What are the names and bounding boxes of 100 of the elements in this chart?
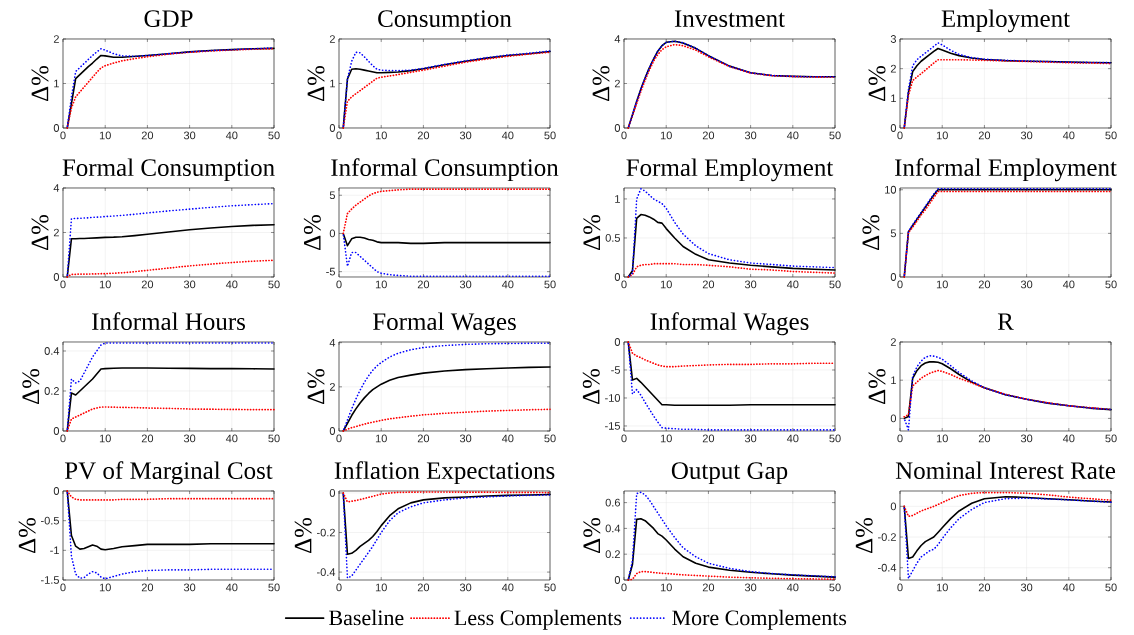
x-tick-label: 30 [183, 434, 196, 443]
y-tick-label: -1.5 [41, 576, 59, 584]
x-tick-label: 10 [375, 434, 387, 443]
x-tick-label: 30 [459, 583, 472, 592]
chart-title: Informal Consumption [331, 158, 559, 182]
y-tick-label: 0 [329, 124, 336, 132]
y-tick-label: 0 [53, 427, 60, 435]
x-tick-label: 40 [501, 434, 514, 443]
y-tick-label: 0.4 [44, 347, 60, 355]
x-tick-label: 30 [1020, 583, 1033, 592]
y-tick-label: 5 [890, 229, 897, 238]
line-series [903, 354, 1112, 431]
line-series [342, 492, 551, 579]
x-tick-label: 10 [99, 280, 111, 289]
x-tick-label: 10 [99, 131, 111, 140]
line-series [627, 213, 836, 278]
x-tick-label: 0 [621, 131, 627, 140]
y-tick-label: 0.6 [605, 498, 620, 507]
y-tick-label: 0 [890, 124, 897, 132]
x-tick-label: 10 [660, 280, 672, 289]
y-tick-label: 0 [53, 487, 60, 495]
x-tick-label: 20 [978, 280, 991, 289]
x-tick-label: 50 [829, 434, 841, 443]
x-tick-label: 0 [336, 583, 342, 592]
x-tick-label: 50 [1105, 280, 1117, 289]
x-tick-label: 10 [660, 583, 672, 592]
y-tick-label: 0 [614, 273, 621, 281]
y-tick-label: -5 [611, 366, 620, 374]
x-tick-label: 10 [375, 583, 387, 592]
chart-title: Consumption [378, 10, 512, 33]
x-tick-label: 0 [60, 131, 66, 140]
x-tick-label: 10 [936, 434, 948, 443]
y-tick-label: -0.4 [317, 568, 336, 576]
y-axis-title: Δ% [583, 214, 601, 250]
chart-title: Inflation Expectations [334, 461, 555, 485]
x-tick-label: 20 [417, 434, 430, 443]
y-tick-label: 1 [891, 94, 896, 103]
y-tick-label: 0 [329, 427, 336, 435]
x-tick-label: 10 [375, 131, 387, 140]
y-axis-title: Δ% [31, 65, 49, 101]
chart-title: Formal Wages [372, 312, 516, 336]
y-tick-label: -5 [326, 267, 335, 276]
x-tick-label: 50 [544, 583, 556, 592]
x-tick-label: 20 [702, 583, 715, 592]
chart-title: Informal Wages [650, 312, 809, 336]
chart-title: R [997, 313, 1014, 330]
x-tick-label: 40 [501, 280, 514, 289]
y-axis-title: Δ% [862, 214, 880, 250]
x-tick-label: 30 [459, 131, 472, 140]
y-tick-label: 0.4 [605, 524, 621, 533]
x-tick-label: 50 [1105, 131, 1117, 140]
x-tick-label: 30 [744, 280, 757, 289]
chart-title: Informal Employment [894, 158, 1117, 182]
x-tick-label: 20 [702, 131, 715, 140]
x-tick-label: 50 [829, 583, 841, 592]
chart-title: Output Gap [671, 462, 788, 485]
y-axis-title: Δ% [18, 517, 36, 553]
x-tick-label: 40 [786, 583, 799, 592]
y-tick-label: 1 [891, 376, 896, 384]
x-tick-label: 20 [141, 280, 154, 289]
y-tick-label: 2 [53, 228, 59, 237]
y-tick-label: 2 [890, 64, 896, 73]
x-tick-label: 0 [60, 434, 66, 443]
chart-title: Formal Employment [626, 158, 834, 182]
x-tick-label: 40 [1062, 583, 1075, 592]
y-tick-label: 2 [890, 338, 896, 346]
y-tick-label: 4 [614, 35, 621, 43]
y-tick-label: 4 [329, 338, 336, 347]
x-tick-label: 30 [459, 280, 472, 289]
y-axis-title: Δ% [583, 517, 601, 553]
y-tick-label: 0 [614, 124, 621, 132]
x-tick-label: 50 [268, 280, 280, 289]
x-tick-label: 50 [544, 434, 556, 443]
y-tick-label: 0 [890, 502, 897, 511]
y-tick-label: 3 [890, 35, 896, 43]
x-tick-label: 10 [99, 434, 111, 443]
chart-title: Investment [674, 10, 785, 28]
y-axis-title: Δ% [22, 368, 40, 404]
y-tick-label: -1 [50, 546, 59, 555]
x-tick-label: 40 [1062, 434, 1075, 443]
y-tick-label: -10 [605, 394, 621, 402]
x-tick-label: 50 [544, 280, 556, 289]
x-tick-label: 40 [786, 280, 799, 289]
x-tick-label: 30 [1020, 280, 1033, 289]
x-tick-label: 20 [417, 583, 430, 592]
y-tick-label: 1 [615, 195, 620, 203]
y-tick-label: 0 [890, 273, 897, 281]
x-tick-label: 0 [336, 131, 342, 140]
y-tick-label: -15 [605, 422, 620, 430]
x-tick-label: 0 [897, 131, 903, 140]
y-tick-label: 0.2 [44, 387, 59, 395]
x-tick-label: 20 [417, 131, 430, 140]
line-series [903, 497, 1112, 580]
x-tick-label: 0 [897, 280, 903, 289]
y-axis-title: Δ% [855, 517, 873, 553]
chart-title: GDP [144, 10, 193, 28]
y-tick-label: 0 [329, 489, 336, 497]
x-tick-label: 40 [786, 434, 799, 443]
x-tick-label: 50 [1105, 434, 1117, 443]
x-tick-label: 50 [268, 583, 280, 592]
